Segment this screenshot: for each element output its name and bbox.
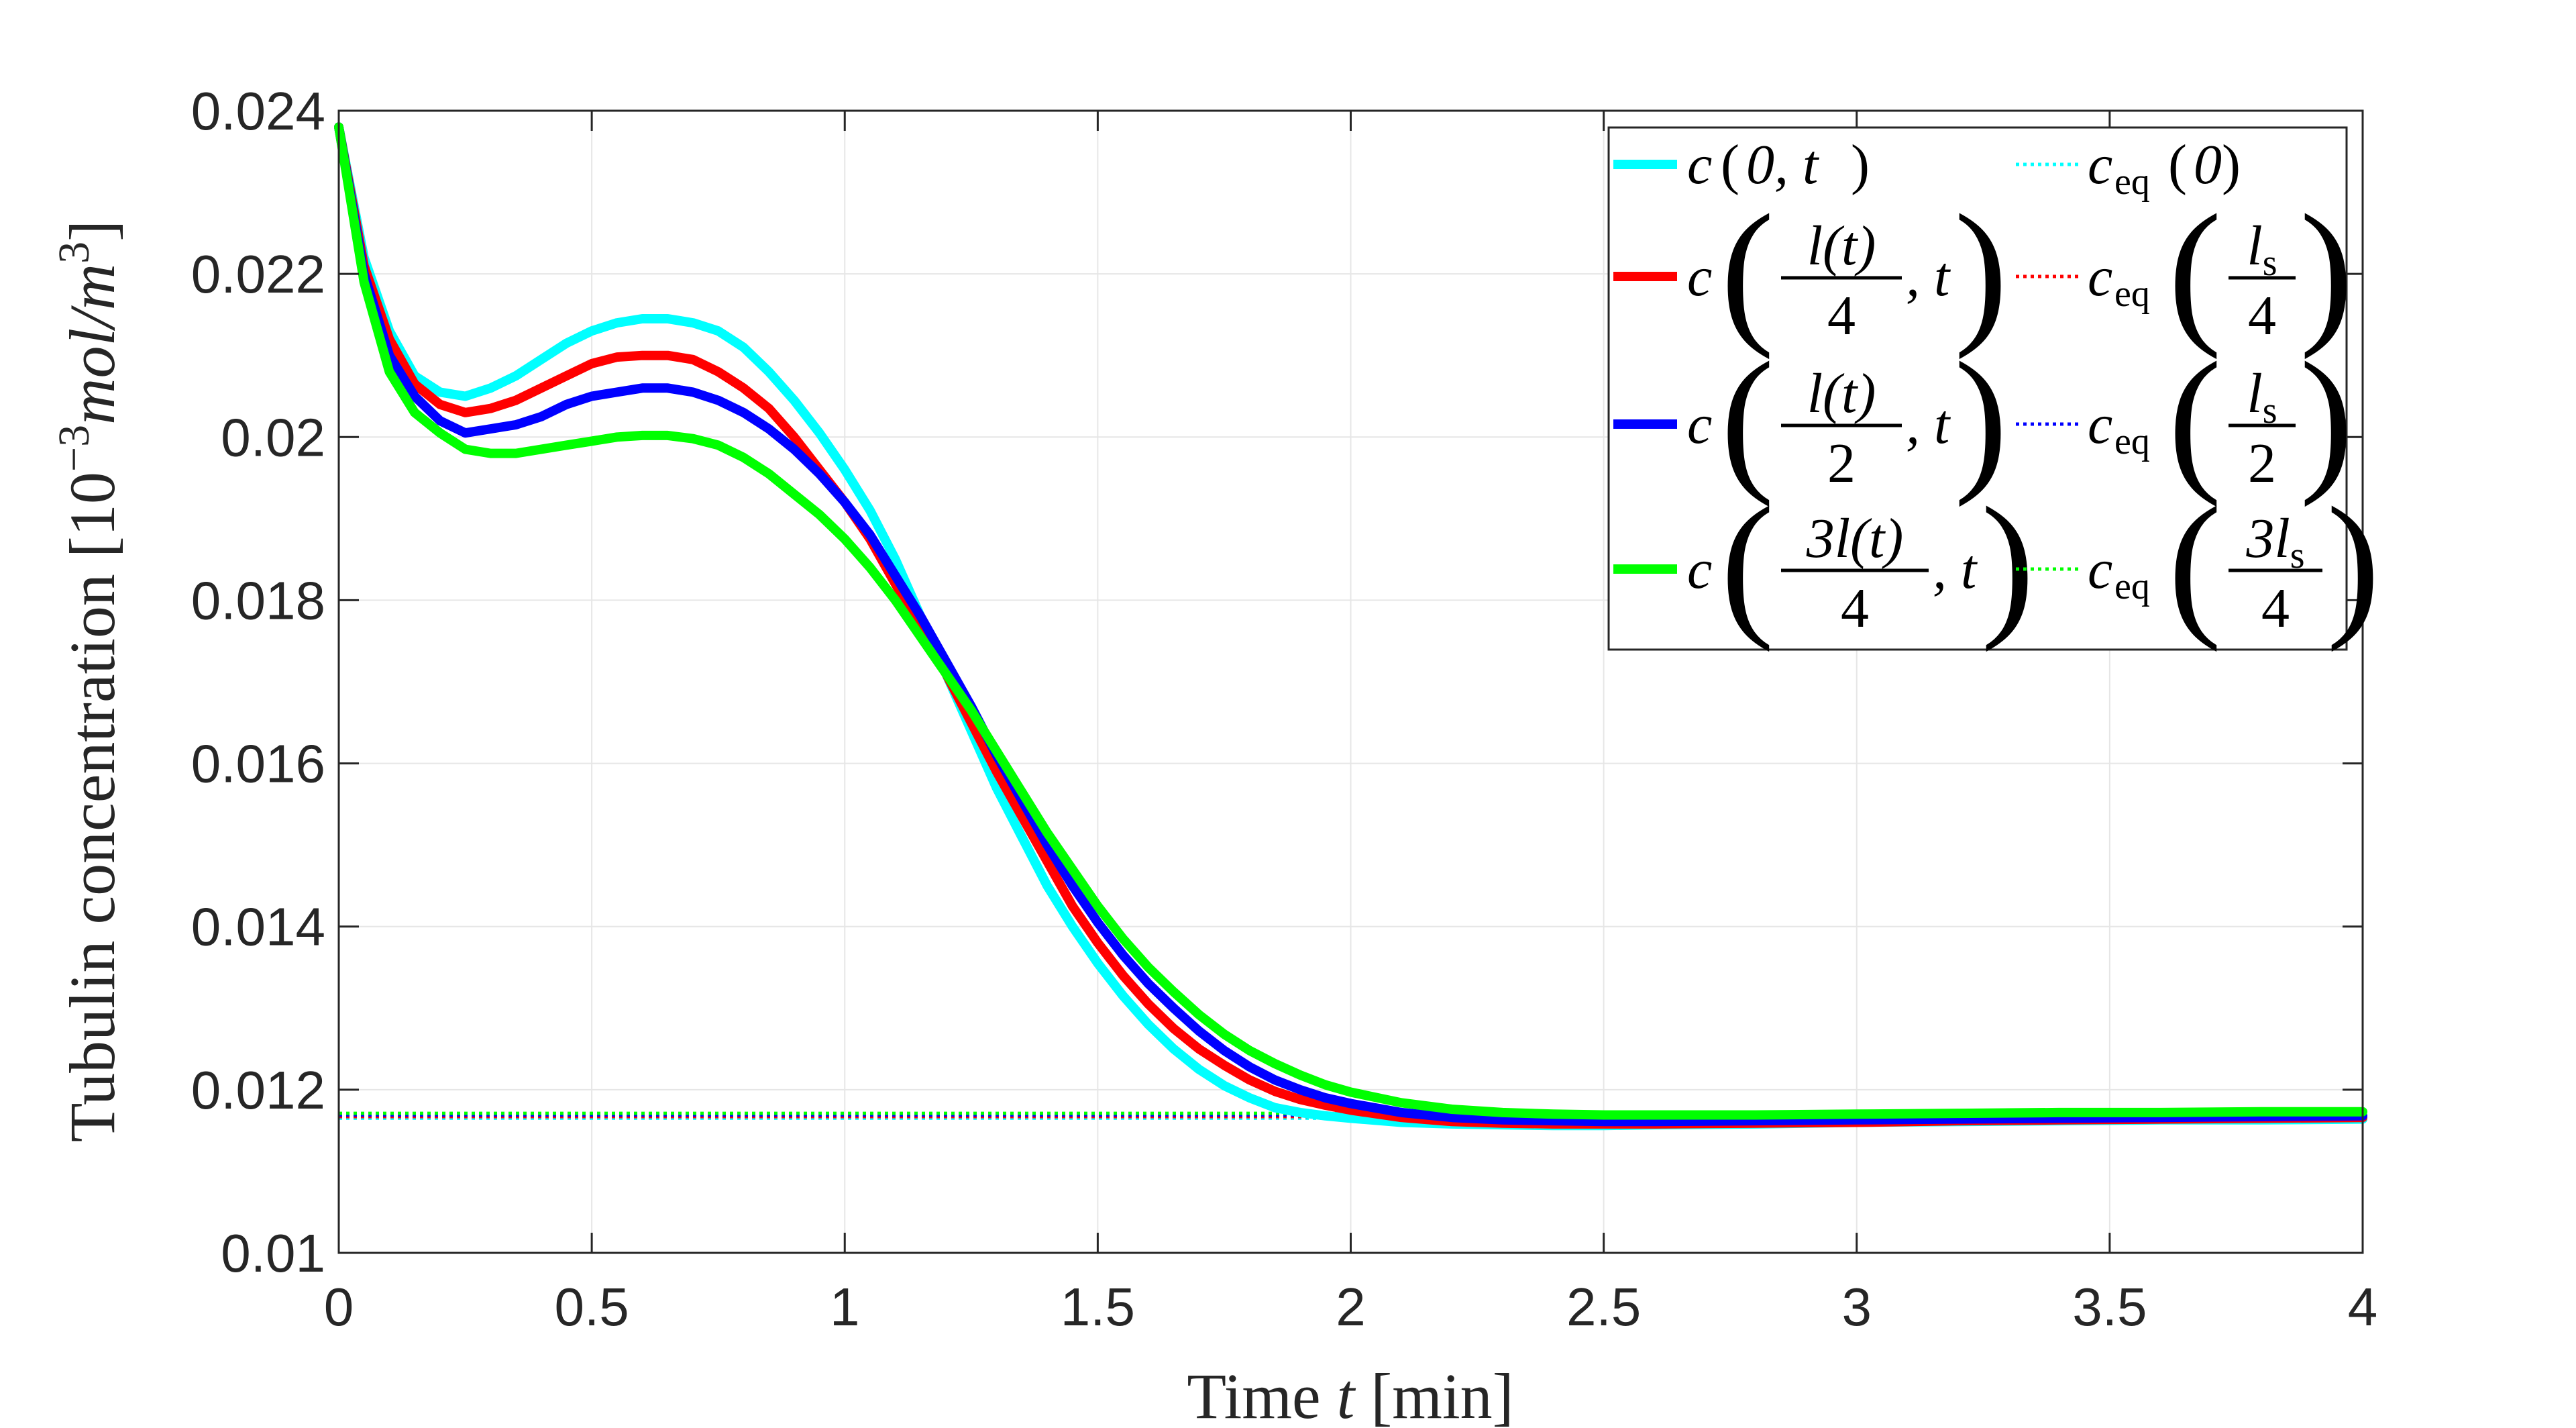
legend-var: c: [1687, 393, 1712, 456]
legend-subscript: eq: [2114, 421, 2150, 462]
legend-var: c: [2088, 393, 2112, 456]
legend-subscript: eq: [2114, 273, 2150, 315]
x-tick-label: 0: [324, 1277, 354, 1337]
y-tick-label: 0.016: [191, 734, 325, 794]
legend-entry: c( l(t) 4 , t): [1613, 181, 2008, 360]
legend-denominator: 2: [2248, 432, 2276, 495]
legend-numerator: l(t): [1807, 362, 1876, 425]
x-tick-label: 2: [1336, 1277, 1366, 1337]
legend-big-paren-open: (: [2168, 474, 2222, 652]
x-tick-label: 4: [2348, 1277, 2378, 1337]
legend-argument: 0: [2194, 134, 2222, 196]
legend-entry: c eq (0): [2016, 134, 2241, 203]
legend-tail: , t: [1933, 538, 1978, 601]
legend-tail: , t: [1906, 246, 1951, 308]
legend-paren-close: ): [1851, 134, 1870, 196]
legend-denominator: 4: [2261, 577, 2290, 640]
legend-entry: c eq(ls2): [2016, 329, 2353, 507]
x-tick-label: 3: [1842, 1277, 1872, 1337]
y-tick-label: 0.01: [221, 1223, 325, 1283]
legend-big-paren-close: ): [1954, 329, 2008, 507]
y-tick-label: 0.022: [191, 244, 325, 304]
legend-var: c: [2088, 246, 2112, 308]
legend-big-paren-open: (: [1721, 181, 1774, 360]
legend-var: c: [2088, 538, 2112, 601]
legend-paren-open: (: [2168, 134, 2187, 196]
x-tick-label: 1.5: [1061, 1277, 1135, 1337]
legend-var: c: [1687, 134, 1712, 196]
legend-entry: c(3l(t) 4 , t): [1613, 474, 2035, 652]
legend-argument: 0, t: [1746, 134, 1820, 196]
legend-numerator: l(t): [1807, 215, 1876, 277]
tick-labels: 0 0.5 1 1.5 2 2.5 3 3.5 4 0.01 0.012 0.014 0.016 0.01…: [191, 81, 2377, 1337]
x-axis-title: Time t [min]: [1187, 1360, 1513, 1428]
y-tick-label: 0.024: [191, 81, 325, 141]
legend-paren-close: ): [2222, 134, 2241, 196]
legend: c(0, t)c(l(t)4, t)c(l(t)2, t)c(3l(t)4, t…: [1607, 126, 2380, 652]
legend-subscript: eq: [2114, 566, 2150, 607]
y-tick-label: 0.018: [191, 570, 325, 630]
x-tick-label: 0.5: [555, 1277, 629, 1337]
legend-big-paren-open: (: [2168, 329, 2222, 507]
y-axis-title: Tubulin concentration [10−3mol/m3]: [50, 220, 128, 1142]
legend-big-paren-close: ): [1954, 181, 2008, 360]
series-line-3: [334, 122, 2367, 1120]
legend-var: c: [1687, 538, 1712, 601]
x-tick-label: 1: [830, 1277, 860, 1337]
legend-var: c: [2088, 134, 2112, 196]
legend-tail: , t: [1906, 393, 1951, 456]
legend-denominator: 4: [2248, 285, 2276, 347]
legend-denominator: 4: [1827, 285, 1856, 347]
legend-big-paren-open: (: [1721, 474, 1774, 652]
legend-paren-open: (: [1721, 134, 1739, 196]
legend-big-paren-close: ): [2326, 474, 2380, 652]
legend-numerator: 3l(t): [1806, 507, 1904, 570]
legend-big-paren-open: (: [2168, 181, 2222, 360]
legend-big-paren-close: ): [1981, 474, 2035, 652]
legend-big-paren-close: ): [2300, 329, 2353, 507]
series-group: [334, 122, 2367, 1131]
legend-entry: c( l(t) 2 , t): [1613, 329, 2008, 507]
y-tick-label: 0.014: [191, 897, 325, 957]
x-tick-label: 2.5: [1566, 1277, 1641, 1337]
y-tick-label: 0.012: [191, 1060, 325, 1120]
legend-big-paren-open: (: [1721, 329, 1774, 507]
legend-big-paren-close: ): [2300, 181, 2353, 360]
legend-subscript: eq: [2114, 161, 2150, 203]
legend-var: c: [1687, 246, 1712, 308]
legend-entry: c(0, t): [1613, 134, 1870, 196]
x-tick-label: 3.5: [2072, 1277, 2147, 1337]
legend-denominator: 4: [1841, 577, 1869, 640]
legend-denominator: 2: [1827, 432, 1856, 495]
legend-box: [1607, 126, 2348, 651]
y-tick-label: 0.02: [221, 407, 325, 467]
